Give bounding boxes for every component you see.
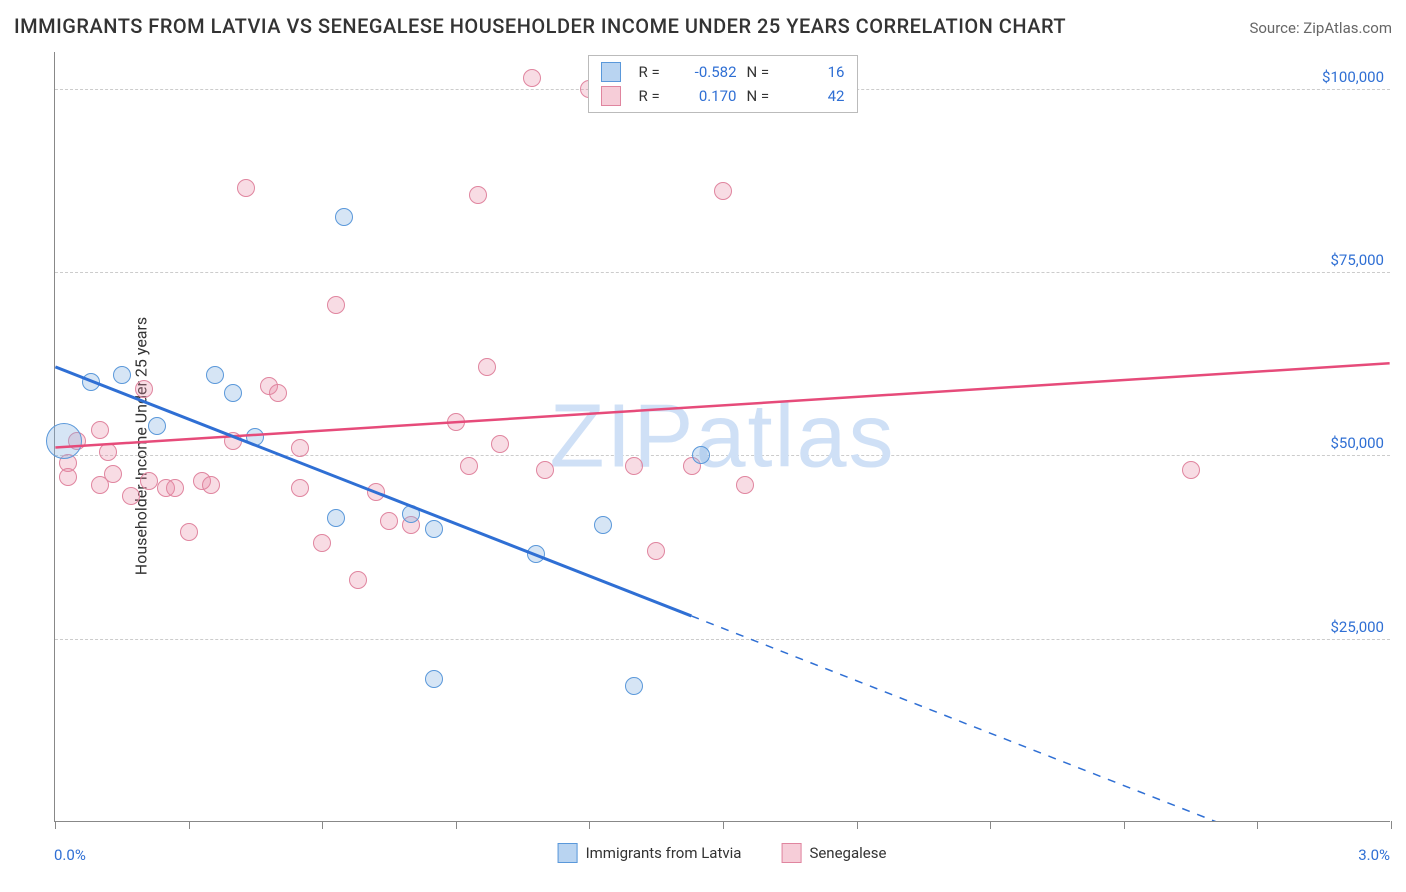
gridline [55,639,1390,640]
data-point [425,520,443,538]
data-point [291,439,309,457]
data-point [327,509,345,527]
legend-item-b: Senegalese [781,843,886,863]
data-point [736,476,754,494]
data-point [625,677,643,695]
data-point [367,483,385,501]
legend-n-value-a: 16 [785,63,845,81]
data-point [380,512,398,530]
data-point [237,179,255,197]
data-point [59,468,77,486]
legend-item-a: Immigrants from Latvia [558,843,742,863]
legend-r-value-a: -0.582 [677,63,737,81]
data-point [491,435,509,453]
data-point [469,186,487,204]
data-point [594,516,612,534]
scatter-chart: ZIPatlas R = -0.582 N = 16 R = 0.170 N =… [54,52,1390,822]
data-point [206,366,224,384]
x-axis: 0.0% Immigrants from Latvia Senegalese 3… [54,838,1390,878]
data-point [91,421,109,439]
x-axis-max-label: 3.0% [1358,846,1390,864]
legend-row-series-a: R = -0.582 N = 16 [601,60,845,84]
legend-n-label: N = [747,87,775,105]
data-point [224,432,242,450]
data-point [1182,461,1200,479]
legend-r-label: R = [639,63,667,81]
data-point [122,487,140,505]
series-legend: Immigrants from Latvia Senegalese [558,843,887,863]
legend-row-series-b: R = 0.170 N = 42 [601,84,845,108]
data-point [692,446,710,464]
data-point [527,545,545,563]
data-point [478,358,496,376]
legend-r-value-b: 0.170 [677,87,737,105]
data-point [140,472,158,490]
watermark: ZIPatlas [549,385,895,488]
legend-swatch-a [601,62,621,82]
legend-swatch-a [558,843,578,863]
data-point [46,423,82,459]
data-point [202,476,220,494]
source-attribution: Source: ZipAtlas.com [1249,19,1392,37]
chart-title: IMMIGRANTS FROM LATVIA VS SENEGALESE HOU… [14,14,1066,38]
legend-r-label: R = [639,87,667,105]
legend-swatch-b [601,86,621,106]
data-point [714,182,732,200]
data-point [425,670,443,688]
data-point [113,366,131,384]
data-point [135,380,153,398]
data-point [269,384,287,402]
data-point [291,479,309,497]
data-point [349,571,367,589]
data-point [148,417,166,435]
data-point [99,443,117,461]
gridline [55,272,1390,273]
data-point [313,534,331,552]
data-point [523,69,541,87]
legend-label-a: Immigrants from Latvia [586,844,742,862]
data-point [166,479,184,497]
legend-n-label: N = [747,63,775,81]
data-point [625,457,643,475]
data-point [335,208,353,226]
data-point [647,542,665,560]
data-point [246,428,264,446]
data-point [536,461,554,479]
data-point [447,413,465,431]
data-point [104,465,122,483]
legend-swatch-b [781,843,801,863]
data-point [402,505,420,523]
correlation-legend: R = -0.582 N = 16 R = 0.170 N = 42 [588,55,858,113]
data-point [82,373,100,391]
data-point [224,384,242,402]
data-point [327,296,345,314]
data-point [180,523,198,541]
x-axis-min-label: 0.0% [54,846,86,864]
legend-label-b: Senegalese [809,844,886,862]
legend-n-value-b: 42 [785,87,845,105]
data-point [460,457,478,475]
